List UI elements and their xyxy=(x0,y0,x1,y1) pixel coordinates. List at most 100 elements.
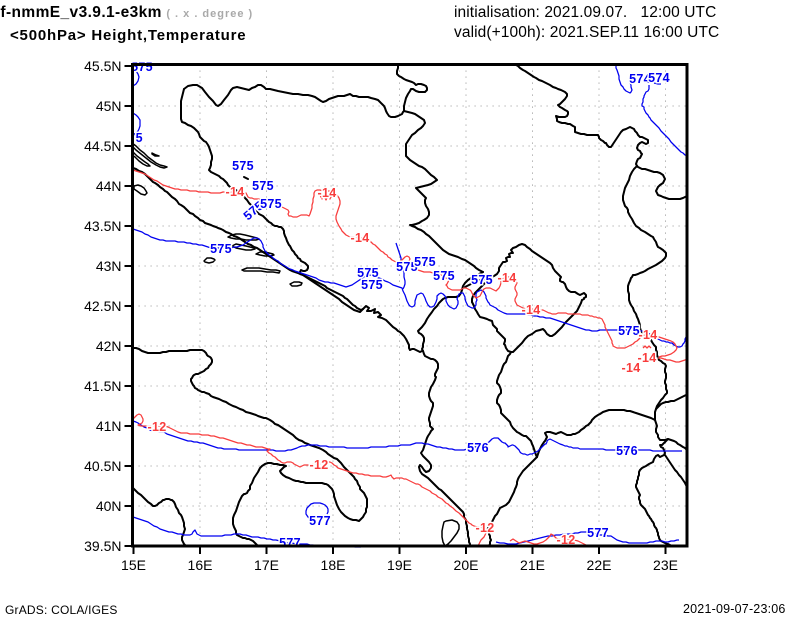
lat-label: 43N xyxy=(96,258,122,274)
height-contour-line xyxy=(641,85,687,157)
height-label: 575 xyxy=(260,197,282,211)
height-label: 575 xyxy=(131,60,153,74)
border-line xyxy=(362,305,471,547)
lon-label: 16E xyxy=(188,557,213,573)
border-line xyxy=(654,419,687,451)
lat-label: 40N xyxy=(96,498,122,514)
temperature-contour-line xyxy=(319,194,333,201)
lon-label: 18E xyxy=(321,557,346,573)
border-line xyxy=(464,277,491,288)
border-line xyxy=(417,299,443,352)
border-line xyxy=(489,243,587,301)
lat-label: 44N xyxy=(96,178,122,194)
height-label: 574 xyxy=(648,71,670,85)
lat-label: 45N xyxy=(96,98,122,114)
height-label: 575 xyxy=(618,324,640,338)
border-line xyxy=(132,347,368,547)
lon-label: 19E xyxy=(387,557,412,573)
plot-timestamp: 2021-09-07-23:06 xyxy=(683,602,786,616)
height-label: 575 xyxy=(361,278,383,292)
country-borders xyxy=(132,64,687,547)
height-label: 575 xyxy=(252,179,274,193)
height-label: 575 xyxy=(414,255,436,269)
border-line xyxy=(487,456,538,547)
temperature-label: -14 xyxy=(638,351,657,365)
border-line xyxy=(636,165,687,200)
island xyxy=(227,233,260,241)
height-contour-line xyxy=(132,420,682,456)
lon-label: 21E xyxy=(520,557,545,573)
height-label: 575 xyxy=(210,242,232,256)
height-label: 575 xyxy=(471,273,493,287)
temperature-label: -14 xyxy=(622,361,641,375)
height-contour-line xyxy=(132,112,141,136)
height-label: 576 xyxy=(616,444,638,458)
border-line xyxy=(622,165,667,309)
height-label: 575 xyxy=(121,131,143,145)
temperature-label: -12 xyxy=(476,521,495,535)
border-line xyxy=(132,167,364,313)
temperature-contour-line xyxy=(509,533,590,547)
height-label: 575 xyxy=(232,159,254,173)
model-title: rf-nmmE_v3.9.1-e3km xyxy=(0,4,162,21)
temperature-label: -12 xyxy=(310,458,329,472)
grads-credit: GrADS: COLA/IGES xyxy=(5,603,118,617)
height-label: 575 xyxy=(396,260,418,274)
islands xyxy=(132,142,460,547)
height-contour-line xyxy=(132,67,140,87)
border-line xyxy=(180,88,364,311)
temperature-label: -14 xyxy=(318,186,337,200)
island xyxy=(133,184,148,196)
lon-label: 15E xyxy=(121,557,146,573)
temperature-contour-line xyxy=(132,413,487,547)
border-line xyxy=(403,110,484,273)
border-line xyxy=(515,64,649,167)
height-contour-line xyxy=(305,502,329,522)
height-contour-line xyxy=(395,242,406,290)
island xyxy=(132,151,151,167)
lat-label: 45.5N xyxy=(84,58,121,74)
island xyxy=(241,267,281,274)
field-subtitle: <500hPa> Height,Temperature xyxy=(10,27,247,44)
temperature-label: -14 xyxy=(639,328,658,342)
height-contours xyxy=(132,65,687,548)
temperature-contour-line xyxy=(132,169,678,358)
height-label: 577 xyxy=(279,536,301,550)
height-contour-line xyxy=(495,531,679,545)
header-left: rf-nmmE_v3.9.1-e3km ( . x . degree ) xyxy=(0,4,253,22)
island xyxy=(255,251,275,257)
border-line xyxy=(471,277,491,303)
temperature-contour-line xyxy=(658,357,687,363)
height-label: 575 xyxy=(433,269,455,283)
lon-label: 20E xyxy=(454,557,479,573)
height-label: 577 xyxy=(587,526,609,540)
border-line xyxy=(441,271,484,301)
temperature-label: -14 xyxy=(498,271,517,285)
lon-label: 23E xyxy=(653,557,678,573)
temperature-label: -12 xyxy=(148,420,167,434)
border-line xyxy=(471,299,583,353)
island xyxy=(441,519,460,547)
lat-label: 39.5N xyxy=(84,538,121,554)
island xyxy=(203,257,216,264)
height-contour-line xyxy=(132,228,687,348)
lat-label: 44.5N xyxy=(84,138,121,154)
temperature-contour-line xyxy=(642,345,652,349)
lat-label: 42N xyxy=(96,338,122,354)
height-contour-line xyxy=(615,65,636,94)
island xyxy=(132,142,168,169)
border-line xyxy=(396,64,428,112)
lat-label: 40.5N xyxy=(84,458,121,474)
temperature-label: -12 xyxy=(557,533,576,547)
temperature-label: -14 xyxy=(351,231,370,245)
temperature-contours xyxy=(132,169,687,547)
border-line xyxy=(132,487,187,547)
height-label: 577 xyxy=(309,514,331,528)
lat-label: 43.5N xyxy=(84,218,121,234)
grid-lines xyxy=(132,64,687,546)
lon-label: 17E xyxy=(254,557,279,573)
